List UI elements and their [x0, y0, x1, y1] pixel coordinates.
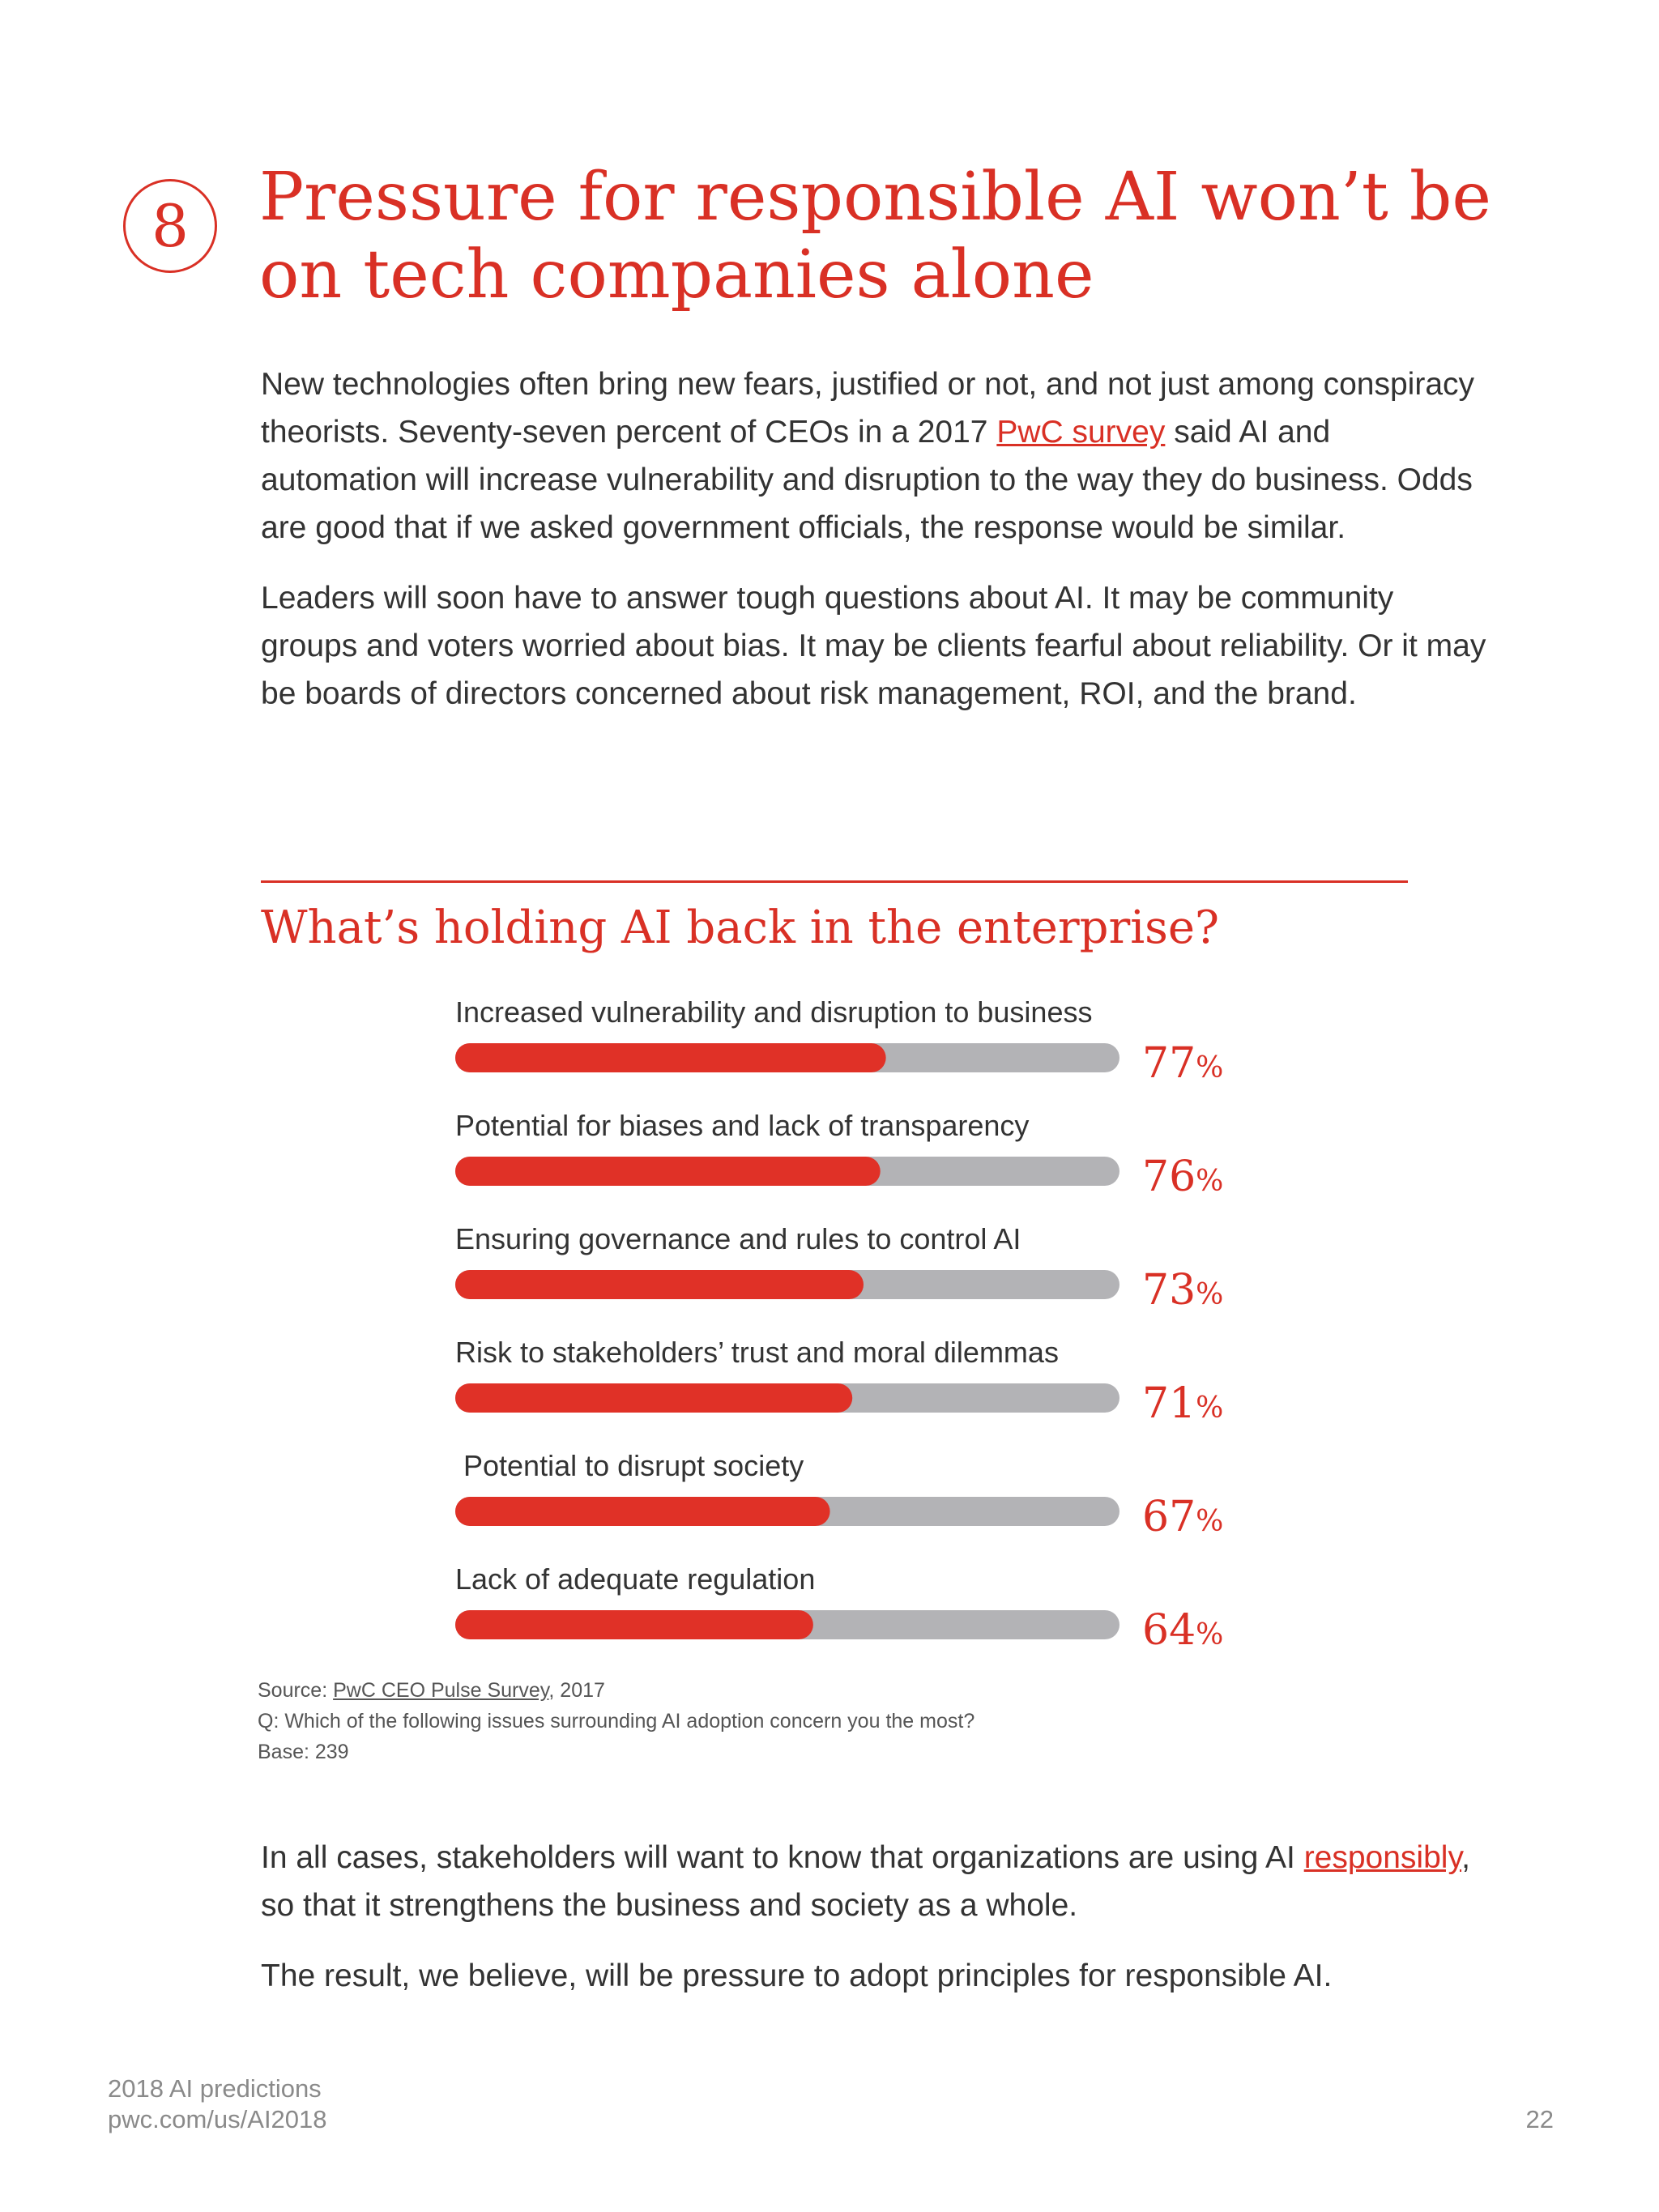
closing-p1-text-end: , so that it strengthens the business an…	[261, 1840, 1470, 1923]
intro-p1-text-end: said AI and automation will increase vul…	[261, 415, 1473, 545]
source-base: Base: 239	[258, 1741, 349, 1763]
category-label: Potential to disrupt society	[463, 1449, 804, 1482]
section-number-badge: 8	[123, 179, 217, 273]
category-label: Lack of adequate regulation	[455, 1562, 815, 1596]
chart-row: Risk to stakeholders’ trust and moral di…	[455, 1336, 1223, 1428]
bar	[455, 1383, 853, 1413]
closing-text: In all cases, stakeholders will want to …	[261, 1834, 1492, 2000]
source-question: Q: Which of the following issues surroun…	[258, 1710, 975, 1733]
chart-source: Source: PwC CEO Pulse Survey, 2017 Q: Wh…	[258, 1675, 975, 1767]
chart-heading: What’s holding AI back in the enterprise…	[261, 901, 1220, 954]
footer-title: 2018 AI predictions	[108, 2074, 322, 2103]
closing-paragraph-1: In all cases, stakeholders will want to …	[261, 1834, 1492, 1929]
bar	[455, 1270, 864, 1299]
source-line: Source: PwC CEO Pulse Survey, 2017	[258, 1675, 975, 1706]
bar	[455, 1610, 813, 1639]
chart-row: Increased vulnerability and disruption t…	[455, 995, 1223, 1088]
intro-paragraph-1: New technologies often bring new fears, …	[261, 360, 1492, 552]
bar	[455, 1497, 830, 1526]
chart-row: Lack of adequate regulation 64%	[455, 1562, 1223, 1652]
page-number: 22	[1525, 2105, 1554, 2133]
intro-paragraph-2: Leaders will soon have to answer tough q…	[261, 581, 1486, 711]
page-title: Pressure for responsible AI won’t be on …	[259, 159, 1491, 313]
source-label: Source:	[258, 1679, 334, 1702]
bar	[455, 1157, 881, 1186]
bar	[455, 1043, 886, 1072]
category-label: Increased vulnerability and disruption t…	[455, 995, 1092, 1029]
closing-paragraph-2: The result, we believe, will be pressure…	[261, 1958, 1333, 1993]
chart-row: Ensuring governance and rules to control…	[455, 1222, 1223, 1315]
category-label: Potential for biases and lack of transpa…	[455, 1109, 1029, 1142]
value-label: 64%	[1142, 1606, 1223, 1652]
category-label: Risk to stakeholders’ trust and moral di…	[455, 1336, 1059, 1369]
section-number: 8	[151, 192, 189, 260]
footer-url[interactable]: pwc.com/us/AI2018	[108, 2105, 327, 2133]
value-label: 67%	[1142, 1493, 1223, 1541]
intro-text: New technologies often bring new fears, …	[261, 360, 1492, 718]
value-label: 77%	[1142, 1039, 1223, 1088]
bar-chart: Increased vulnerability and disruption t…	[455, 995, 1223, 1652]
value-label: 73%	[1142, 1266, 1223, 1315]
section-divider	[261, 880, 1408, 883]
footer-publication: 2018 AI predictions pwc.com/us/AI2018	[108, 2073, 327, 2135]
chart-row: Potential to disrupt society 67%	[455, 1449, 1223, 1541]
responsibly-link[interactable]: responsibly	[1303, 1840, 1462, 1875]
closing-p1-text: In all cases, stakeholders will want to …	[261, 1840, 1304, 1875]
pulse-survey-link[interactable]: PwC CEO Pulse Survey	[333, 1679, 549, 1702]
source-year: , 2017	[548, 1679, 605, 1702]
intro-p1-text: New technologies often bring new fears, …	[261, 367, 1475, 450]
category-label: Ensuring governance and rules to control…	[455, 1222, 1021, 1255]
value-label: 76%	[1142, 1153, 1223, 1201]
pwc-survey-link[interactable]: PwC survey	[996, 415, 1166, 450]
chart-row: Potential for biases and lack of transpa…	[455, 1109, 1223, 1201]
value-label: 71%	[1142, 1379, 1223, 1428]
